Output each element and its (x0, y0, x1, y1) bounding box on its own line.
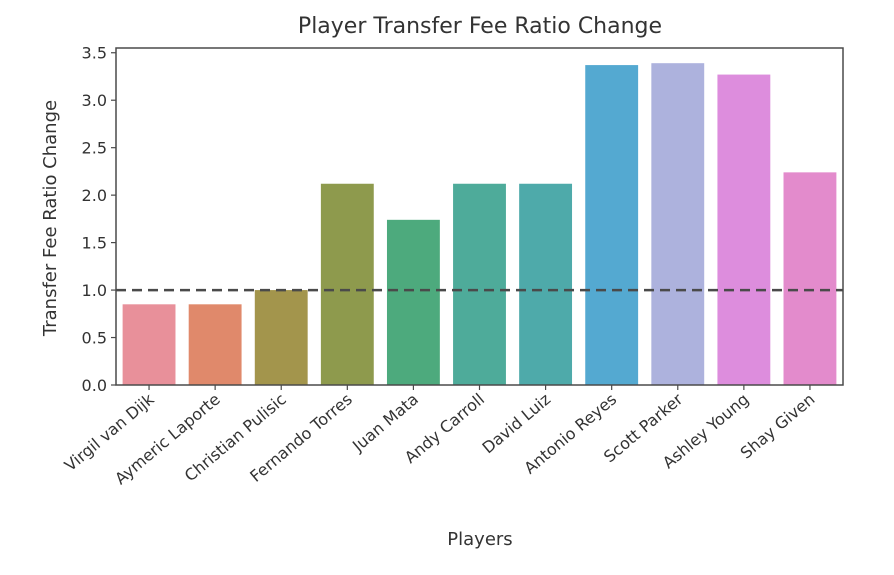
y-tick-label-2: 1.0 (82, 281, 107, 300)
bar-0 (122, 304, 176, 385)
bar-4 (386, 219, 440, 385)
y-tick-label-4: 2.0 (82, 186, 107, 205)
bars-group (122, 63, 837, 386)
x-axis-label: Players (447, 529, 512, 550)
y-tick-label-5: 2.5 (82, 139, 107, 158)
y-axis-label: Transfer Fee Ratio Change (40, 100, 61, 337)
bar-5 (453, 183, 506, 385)
bar-10 (783, 172, 837, 385)
y-tick-label-7: 3.5 (82, 44, 107, 63)
plot-frame (115, 47, 844, 386)
bar-2 (254, 290, 308, 385)
bar-8 (651, 63, 705, 386)
y-tick-label-6: 3.0 (82, 91, 107, 110)
bar-1 (188, 304, 242, 385)
y-tick-label-1: 0.5 (82, 329, 107, 348)
y-tick-label-3: 1.5 (82, 234, 107, 253)
chart-title: Player Transfer Fee Ratio Change (298, 14, 662, 39)
bar-7 (585, 65, 639, 385)
bar-6 (519, 183, 573, 385)
bar-3 (320, 183, 374, 385)
y-ticks-group: 0.0 0.5 1.0 1.5 2.0 2.5 3.0 3.5 (82, 44, 116, 395)
bar-9 (717, 74, 771, 385)
y-tick-label-0: 0.0 (82, 376, 107, 395)
